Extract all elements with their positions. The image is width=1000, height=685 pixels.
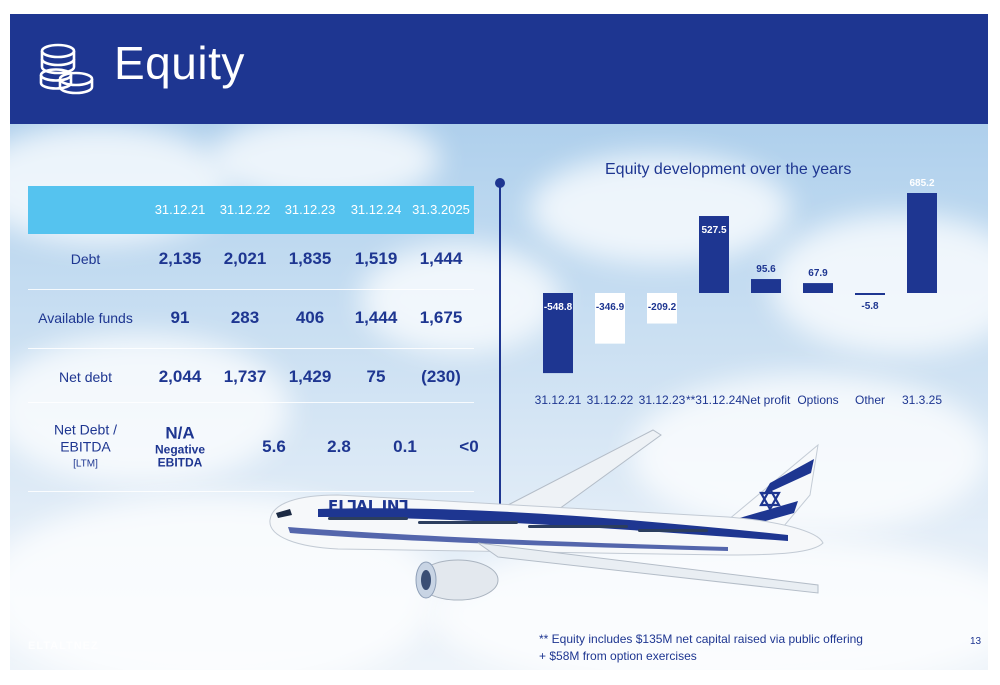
page-number: 13 [970, 636, 982, 647]
row-label-line: EBITDA [60, 438, 111, 455]
row-label: Available funds [38, 310, 133, 326]
table-cell: 1,675 [419, 308, 463, 327]
timeline-dot [495, 178, 505, 188]
coins-icon [39, 43, 94, 95]
logo-watermark: ELTALTNEZ [28, 640, 99, 652]
chart-data-label: -346.9 [596, 302, 625, 313]
table-cell: 1,429 [288, 367, 332, 386]
chart-category-label: 31.12.21 [535, 393, 582, 407]
chart-category-label: 31.12.22 [587, 393, 634, 407]
timeline-line [499, 184, 501, 504]
chart-bar [907, 193, 937, 293]
chart-bar [647, 293, 677, 324]
livery-text: EL⅂AL⅃N⅂ [328, 497, 408, 515]
table-cell: N/A Negative EBITDA [155, 424, 205, 469]
na-note: EBITDA [157, 455, 203, 470]
chart-bar [699, 216, 729, 293]
chart-category-label: **31.12.24 [686, 393, 742, 407]
row-label: Net debt [59, 369, 112, 385]
table-cell: 1,737 [223, 367, 267, 386]
row-label-note: [LTM] [73, 458, 98, 470]
table-cell: 283 [230, 308, 260, 327]
column-header: 31.12.24 [350, 202, 402, 217]
table-cell: 5.6 [262, 437, 286, 456]
chart-bar [543, 293, 573, 374]
table-cell: 2.8 [327, 437, 351, 456]
row-label-line: Net Debt / [53, 421, 118, 438]
table-cell: 406 [295, 308, 325, 327]
chart-category-label: Other [855, 393, 885, 407]
table-cell: <0 [459, 437, 479, 456]
chart-category-label: Net profit [742, 393, 791, 407]
row-divider [28, 348, 474, 349]
table-cell: (230) [421, 367, 461, 386]
chart-bar [751, 279, 781, 293]
na-value: N/A [165, 423, 195, 443]
column-header: 31.12.21 [154, 202, 206, 217]
table-cell: 2,021 [223, 249, 267, 268]
chart-data-label: -209.2 [648, 302, 677, 313]
airplane-image: EL⅂AL⅃N⅂ [269, 429, 824, 601]
table-cell: 2,044 [158, 367, 202, 386]
chart-bar [595, 293, 625, 344]
table-header: 31.12.21 31.12.22 31.12.23 31.12.24 31.3… [28, 186, 474, 234]
chart-title: Equity development over the years [605, 161, 852, 178]
table-cell: 75 [366, 367, 386, 386]
table-cell: 1,444 [354, 308, 398, 327]
row-label: Net Debt / EBITDA [LTM] [28, 422, 143, 473]
chart-bar [855, 293, 885, 295]
chart-data-label: -548.8 [544, 302, 573, 313]
table-cell: 91 [170, 308, 190, 327]
footnote-line: + $58M from option exercises [539, 649, 697, 663]
chart-category-label: 31.12.23 [639, 393, 686, 407]
row-divider [28, 289, 474, 290]
column-header: 31.3.2025 [412, 202, 470, 217]
chart-data-label: 685.2 [909, 178, 934, 189]
page-title: Equity [114, 37, 245, 89]
chart-category-label: Options [797, 393, 838, 407]
table-cell: 1,444 [419, 249, 463, 268]
na-note: Negative [154, 442, 206, 457]
chart-data-label: 527.5 [701, 225, 726, 236]
row-label: Debt [70, 251, 101, 267]
chart-data-label: 95.6 [756, 264, 776, 275]
row-divider [28, 491, 474, 492]
header-bar: Equity [10, 14, 988, 124]
chart-data-label: 67.9 [808, 268, 828, 279]
chart-data-label: -5.8 [861, 301, 879, 312]
row-divider [28, 402, 474, 403]
chart-category-label: 31.3.25 [902, 393, 942, 407]
column-header: 31.12.22 [219, 202, 271, 217]
column-header: 31.12.23 [284, 202, 336, 217]
chart-bar [803, 283, 833, 293]
table-cell: 2,135 [158, 249, 202, 268]
footnote: ** Equity includes $135M net capital rai… [539, 631, 939, 665]
table-cell: 1,519 [354, 249, 398, 268]
footnote-line: ** Equity includes $135M net capital rai… [539, 632, 863, 646]
equity-bar-chart: -548.8 31.12.21 -346.9 31.12.22 -209.2 31.12.… [535, 178, 943, 407]
table-cell: 1,835 [288, 249, 332, 268]
table-cell: 0.1 [393, 437, 417, 456]
